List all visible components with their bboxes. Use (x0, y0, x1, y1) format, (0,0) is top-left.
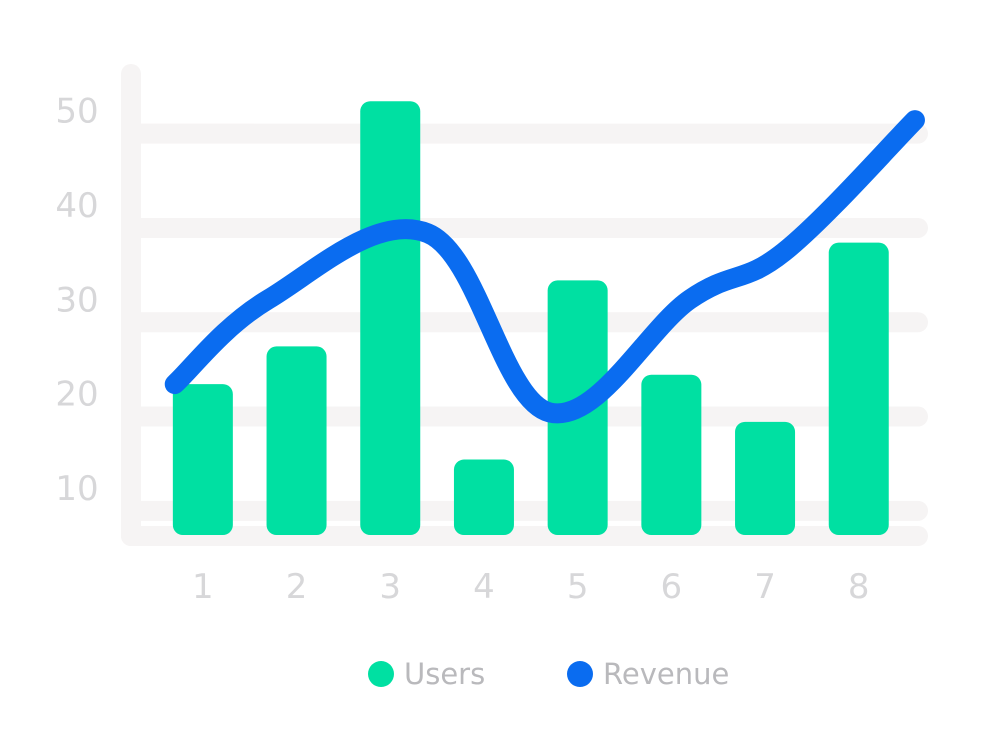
y-axis-ticks: 10 20 30 40 50 (55, 92, 98, 509)
bar-users (641, 374, 702, 535)
x-tick-label: 2 (286, 567, 308, 607)
x-tick-label: 8 (848, 567, 870, 607)
users-bars (172, 101, 889, 536)
x-tick-label: 3 (379, 567, 401, 607)
x-tick-label: 7 (754, 567, 776, 607)
x-tick-label: 5 (567, 567, 589, 607)
bar-users (360, 101, 421, 535)
revenue-line-layer (164, 110, 925, 424)
x-axis-line (121, 526, 928, 546)
y-tick-label: 50 (55, 92, 98, 132)
y-tick-label: 20 (55, 375, 98, 415)
legend: Users Revenue (368, 657, 729, 691)
bar-users (266, 346, 327, 535)
y-tick-label: 10 (55, 469, 98, 509)
bar-users (828, 242, 889, 536)
bar-users (172, 384, 233, 535)
y-tick-label: 40 (55, 186, 98, 226)
grid-layer (121, 64, 928, 546)
legend-users-swatch (368, 661, 394, 687)
legend-users-label: Users (404, 657, 485, 691)
bar-users (735, 421, 796, 535)
x-tick-label: 4 (473, 567, 495, 607)
revenue-line (164, 110, 925, 424)
y-tick-label: 30 (55, 280, 98, 320)
gridline (121, 406, 928, 427)
gridline (121, 312, 928, 333)
gridline (121, 217, 928, 238)
legend-revenue-label: Revenue (603, 657, 729, 691)
x-tick-label: 1 (192, 567, 214, 607)
legend-revenue-swatch (567, 661, 593, 687)
gridline (121, 123, 928, 144)
gridline (121, 500, 928, 521)
x-tick-label: 6 (661, 567, 683, 607)
bar-users (453, 459, 514, 535)
x-axis-ticks: 1 2 3 4 5 6 7 8 (192, 567, 870, 607)
